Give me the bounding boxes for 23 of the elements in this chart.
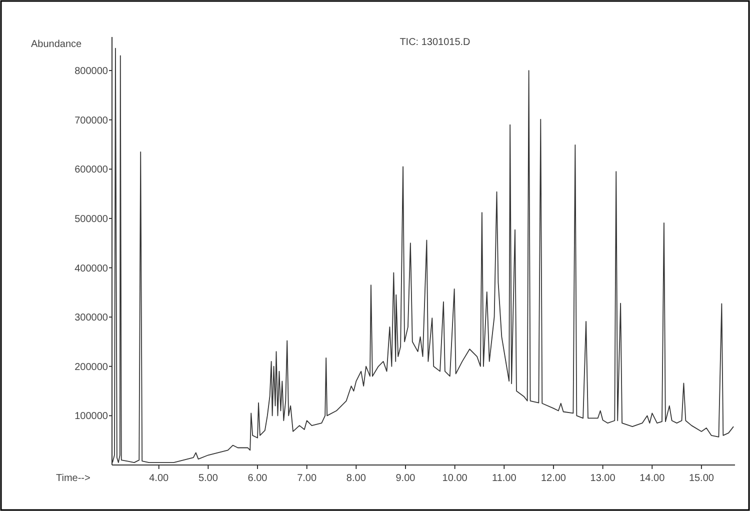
x-axis-title: Time-->: [56, 473, 91, 484]
x-tick-label: 13.00: [590, 473, 616, 484]
x-tick-label: 12.00: [540, 473, 566, 484]
x-tick-label: 8.00: [346, 473, 366, 484]
x-tick-label: 15.00: [688, 473, 714, 484]
x-tick-label: 7.00: [297, 473, 318, 484]
y-tick-label: 400000: [74, 263, 108, 274]
y-tick-label: 600000: [74, 164, 108, 176]
y-tick-label: 700000: [74, 115, 108, 126]
y-tick-label: 500000: [74, 214, 108, 225]
x-tick-label: 6.00: [248, 473, 268, 484]
y-axis-title: Abundance: [31, 39, 82, 50]
chart-title: TIC: 1301015.D: [400, 37, 470, 48]
x-tick-label: 5.00: [198, 473, 218, 484]
y-tick-label: 300000: [74, 312, 108, 324]
x-tick-label: 4.00: [149, 473, 170, 484]
y-tick-label: 800000: [74, 66, 108, 78]
y-tick-label: 200000: [74, 362, 108, 373]
x-tick-label: 14.00: [640, 473, 666, 484]
x-tick-label: 11.00: [492, 473, 517, 484]
x-tick-label: 9.00: [396, 473, 416, 484]
y-tick-label: 100000: [74, 411, 108, 422]
x-tick-label: 10.00: [442, 473, 468, 484]
